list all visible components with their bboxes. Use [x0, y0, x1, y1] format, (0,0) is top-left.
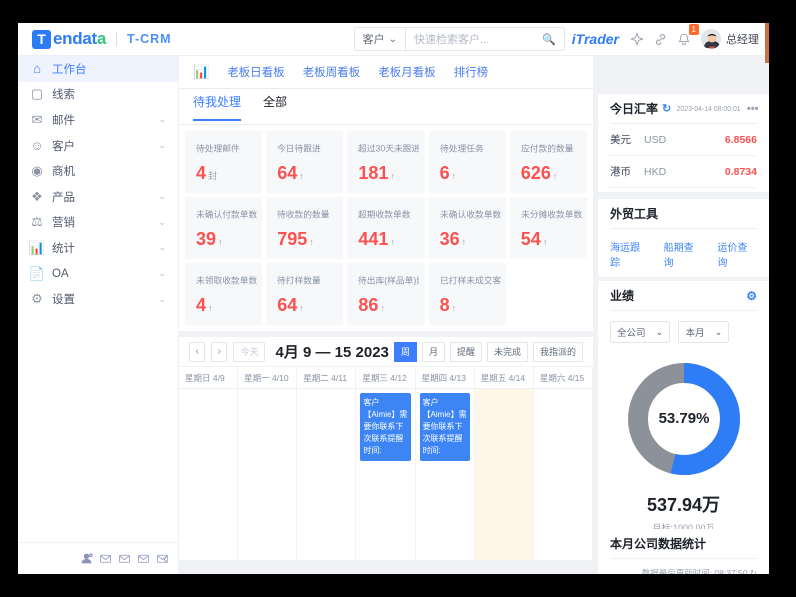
svg-text:53.79%: 53.79%	[658, 410, 709, 427]
